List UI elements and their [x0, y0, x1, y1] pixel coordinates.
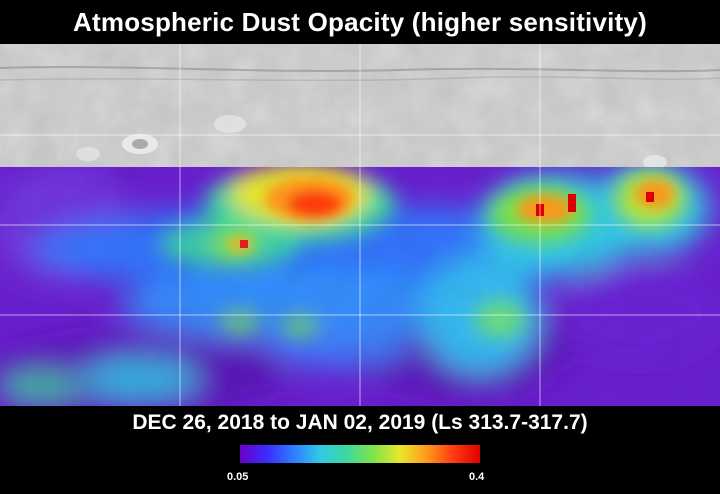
dust-opacity-map: [0, 44, 720, 406]
map-title: Atmospheric Dust Opacity (higher sensiti…: [73, 6, 647, 37]
date-range-label: DEC 26, 2018 to JAN 02, 2019 (Ls 313.7-3…: [132, 411, 588, 434]
opacity-colorbar: [240, 445, 480, 463]
colorbar-min-label: 0.05: [227, 471, 249, 483]
colorbar-max-label: 0.4: [469, 471, 485, 483]
map-grid: [0, 44, 720, 406]
